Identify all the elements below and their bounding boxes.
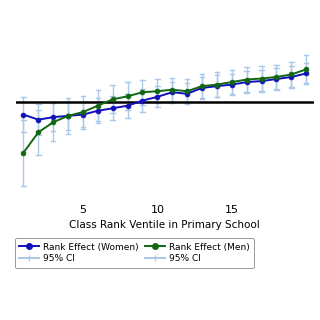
X-axis label: Class Rank Ventile in Primary School: Class Rank Ventile in Primary School: [69, 220, 260, 229]
Legend: Rank Effect (Women), 95% CI, Rank Effect (Men), 95% CI: Rank Effect (Women), 95% CI, Rank Effect…: [15, 238, 254, 268]
